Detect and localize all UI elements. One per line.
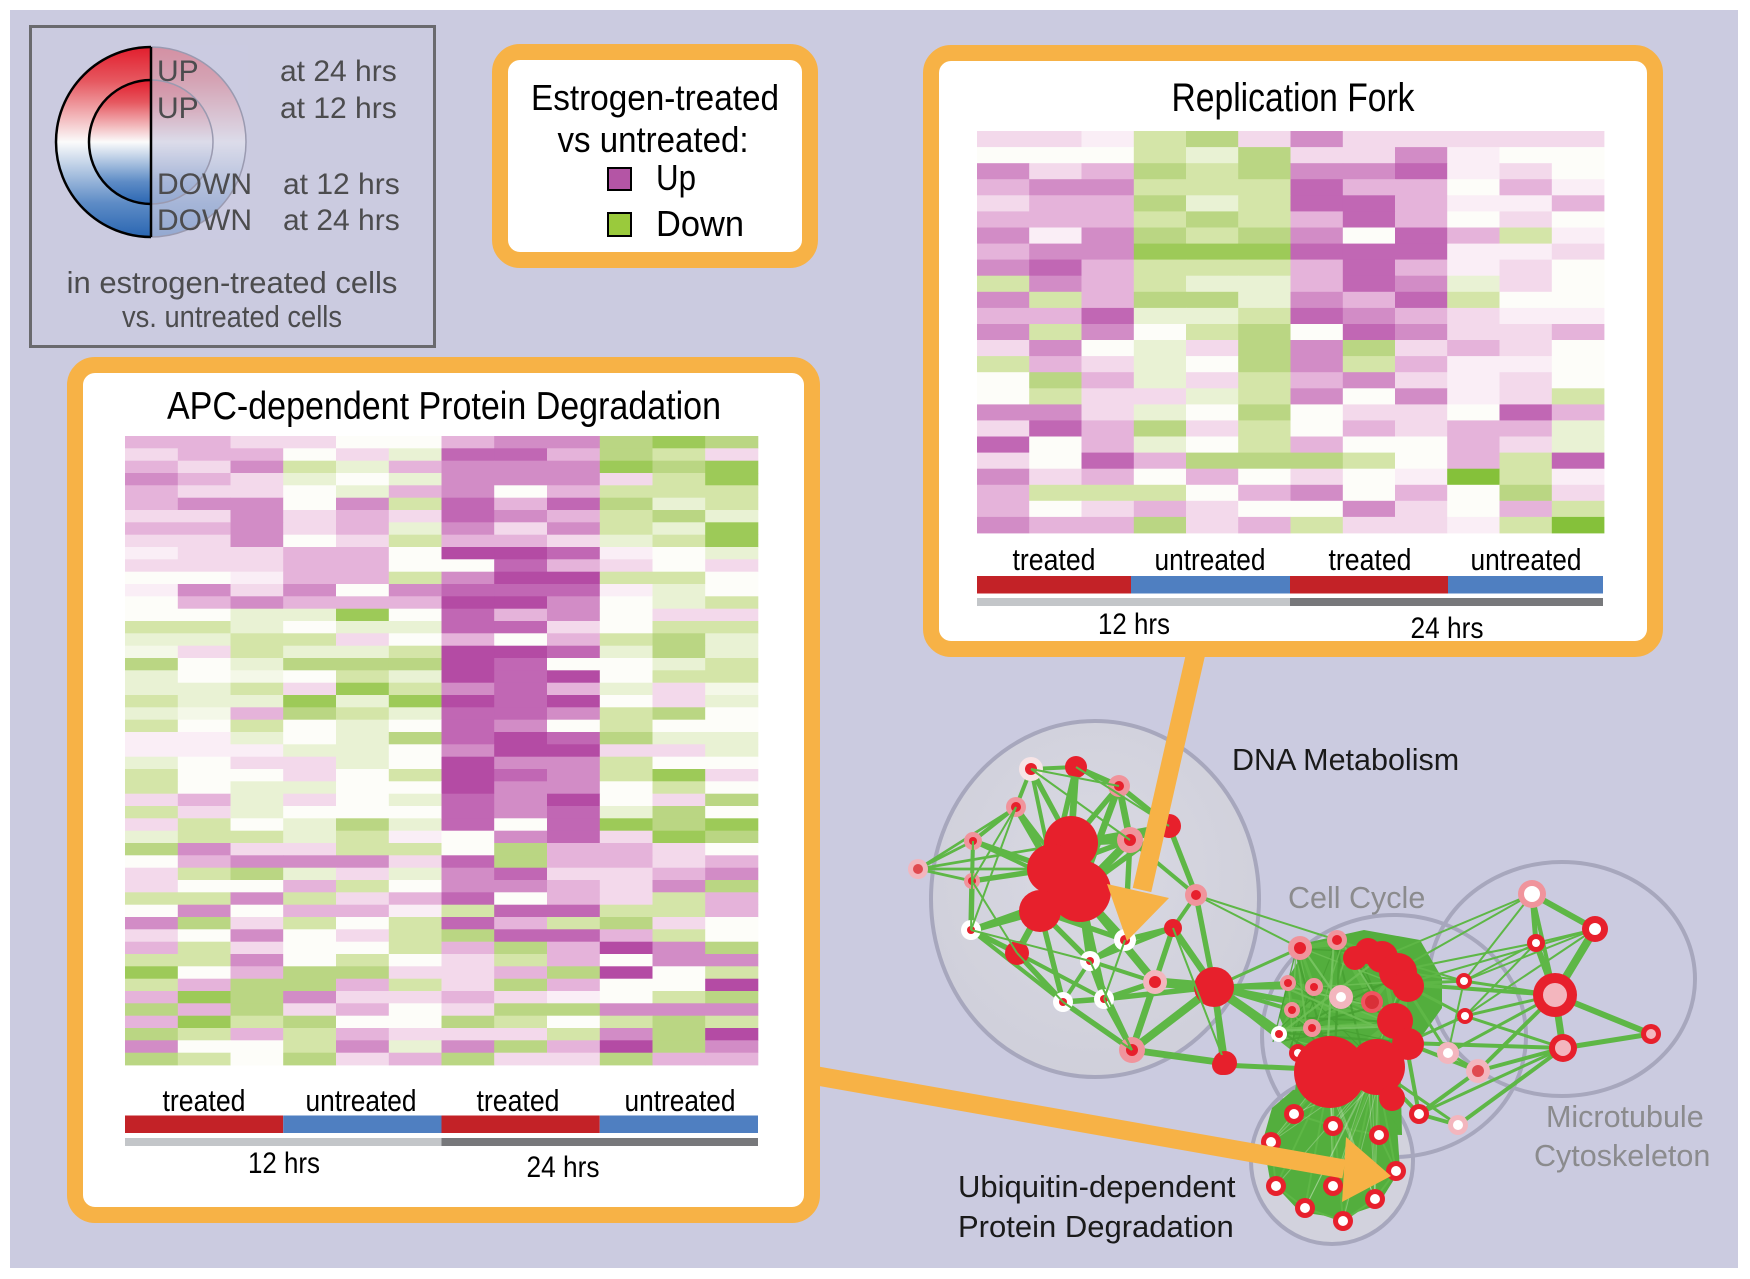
svg-text:untreated: untreated <box>625 1083 736 1118</box>
svg-text:UP: UP <box>157 92 199 125</box>
svg-text:vs. untreated cells: vs. untreated cells <box>122 299 342 334</box>
svg-text:Cytoskeleton: Cytoskeleton <box>1534 1139 1710 1173</box>
svg-text:at 12 hrs: at 12 hrs <box>280 92 397 125</box>
svg-text:24 hrs: 24 hrs <box>527 1151 600 1184</box>
svg-text:treated: treated <box>163 1083 246 1118</box>
svg-text:Protein Degradation: Protein Degradation <box>958 1209 1234 1244</box>
svg-text:in estrogen-treated cells: in estrogen-treated cells <box>67 265 398 300</box>
svg-text:at 24 hrs: at 24 hrs <box>280 55 397 88</box>
svg-text:12 hrs: 12 hrs <box>248 1147 320 1180</box>
svg-text:DOWN: DOWN <box>157 204 252 237</box>
svg-text:vs untreated:: vs untreated: <box>558 119 749 160</box>
svg-text:Down: Down <box>656 203 744 244</box>
svg-text:Microtubule: Microtubule <box>1546 1100 1704 1134</box>
svg-text:Replication Fork: Replication Fork <box>1172 76 1416 120</box>
svg-text:DNA Metabolism: DNA Metabolism <box>1232 743 1459 777</box>
svg-text:DOWN: DOWN <box>157 168 252 201</box>
svg-text:UP: UP <box>157 55 199 88</box>
svg-text:at 24 hrs: at 24 hrs <box>283 204 400 237</box>
svg-text:treated: treated <box>1329 542 1412 577</box>
svg-text:Estrogen-treated: Estrogen-treated <box>531 77 779 118</box>
svg-text:Up: Up <box>656 157 696 198</box>
svg-text:APC-dependent Protein Degradat: APC-dependent Protein Degradation <box>167 385 721 428</box>
svg-text:untreated: untreated <box>1155 542 1266 577</box>
svg-text:24 hrs: 24 hrs <box>1411 612 1484 645</box>
svg-text:at 12 hrs: at 12 hrs <box>283 168 400 201</box>
svg-text:untreated: untreated <box>306 1083 417 1118</box>
svg-text:treated: treated <box>477 1083 560 1118</box>
svg-text:12 hrs: 12 hrs <box>1098 608 1170 641</box>
svg-text:Cell Cycle: Cell Cycle <box>1288 881 1425 915</box>
svg-text:treated: treated <box>1013 542 1096 577</box>
svg-text:untreated: untreated <box>1471 542 1582 577</box>
svg-text:Ubiquitin-dependent: Ubiquitin-dependent <box>958 1169 1236 1204</box>
